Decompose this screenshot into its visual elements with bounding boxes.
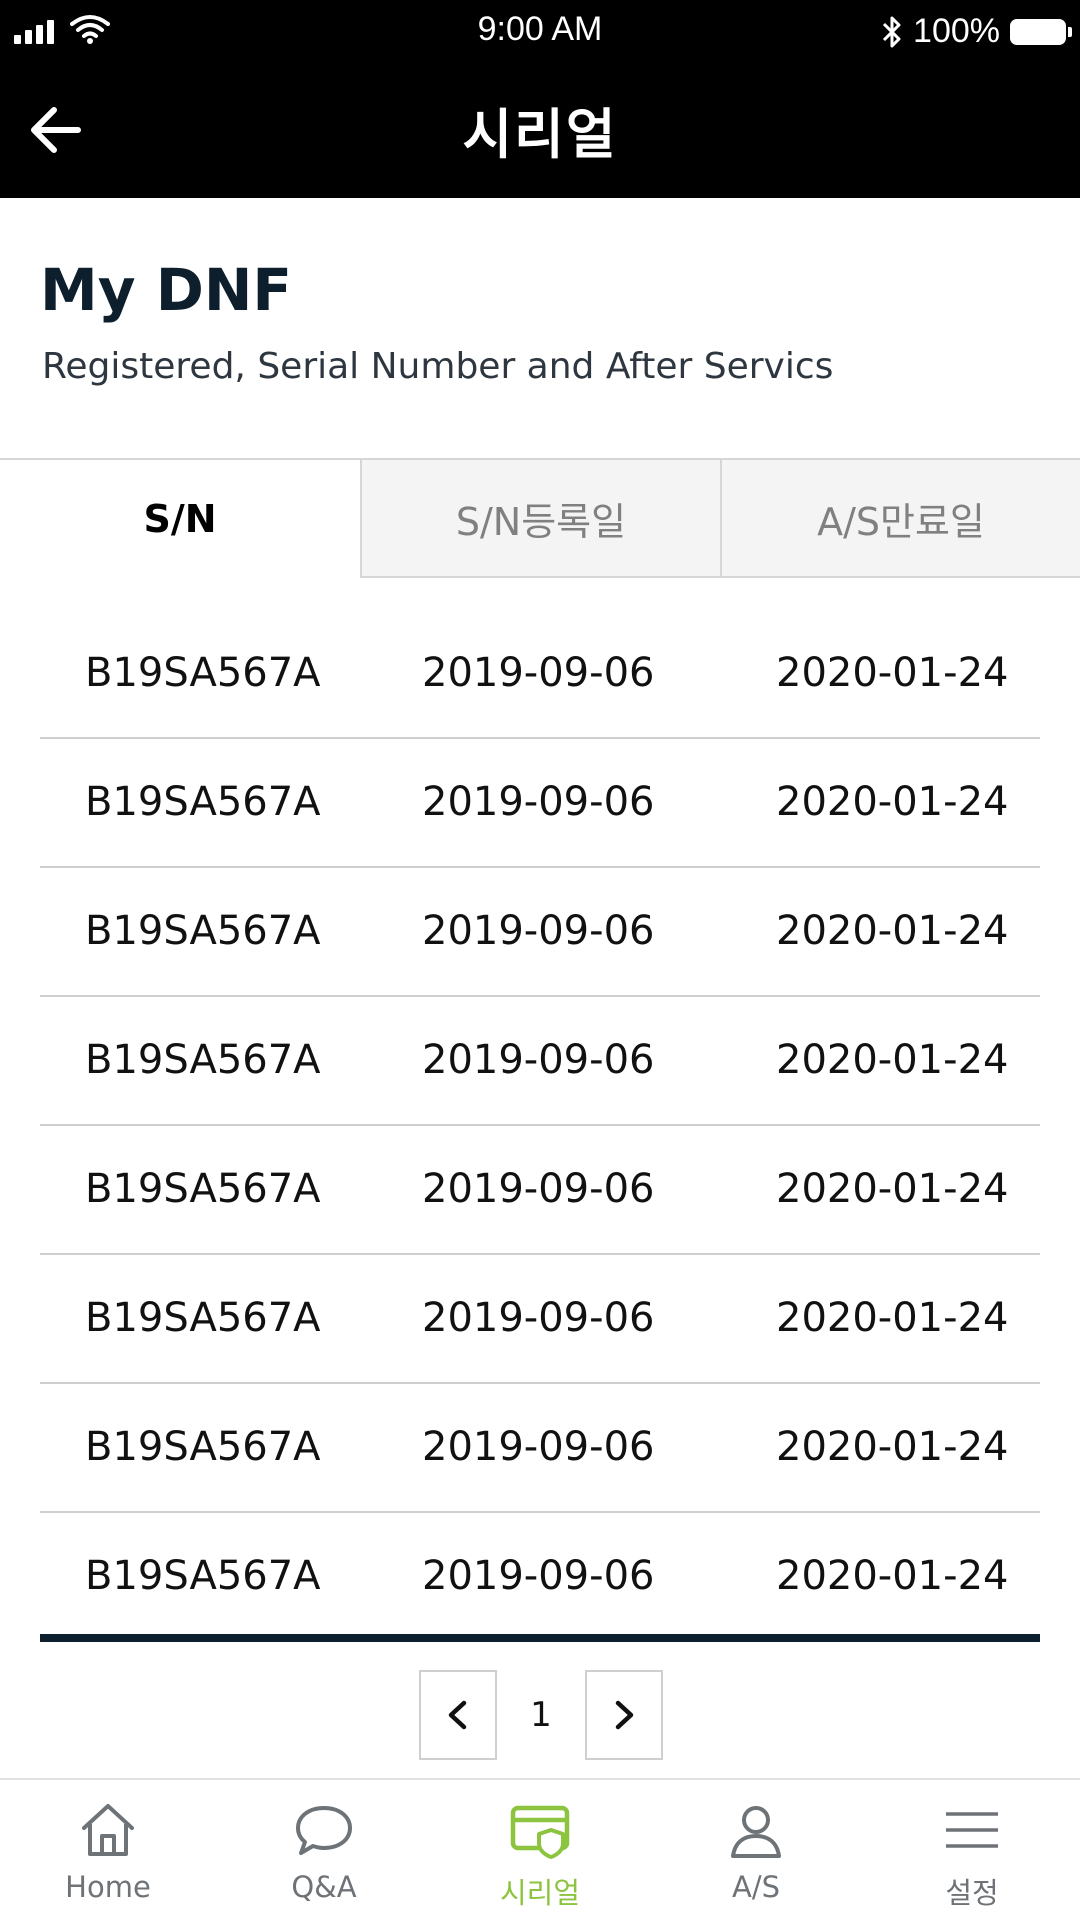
nav-label: Q&A — [291, 1870, 357, 1904]
status-left — [14, 14, 110, 44]
serial-number: B19SA567A — [85, 650, 321, 696]
current-page-number[interactable]: 1 — [530, 1695, 552, 1735]
serial-card-icon — [510, 1805, 570, 1859]
tab-as-expiry-date[interactable]: A/S만료일 — [720, 460, 1080, 578]
nav-item-home[interactable]: Home — [0, 1780, 216, 1920]
expiry-date: 2020-01-24 — [776, 1037, 1009, 1083]
bluetooth-icon — [882, 16, 901, 47]
tab-serial-number[interactable]: S/N — [0, 460, 360, 578]
expiry-date: 2020-01-24 — [776, 779, 1009, 825]
registered-date: 2019-09-06 — [422, 1553, 655, 1599]
nav-item-serial[interactable]: 시리얼 — [432, 1780, 648, 1920]
serial-table: B19SA567A 2019-09-06 2020-01-24 B19SA567… — [40, 610, 1040, 1642]
table-row[interactable]: B19SA567A 2019-09-06 2020-01-24 — [40, 1513, 1040, 1642]
table-row[interactable]: B19SA567A 2019-09-06 2020-01-24 — [40, 1126, 1040, 1255]
previous-page-button[interactable] — [419, 1670, 497, 1760]
nav-item-settings[interactable]: 설정 — [864, 1780, 1080, 1920]
expiry-date: 2020-01-24 — [776, 1295, 1009, 1341]
battery-percent: 100% — [913, 12, 1000, 50]
serial-number: B19SA567A — [85, 1553, 321, 1599]
nav-label: A/S — [731, 1870, 781, 1904]
status-bar: 9:00 AM 100% — [0, 0, 1080, 60]
app-header: 시리얼 — [0, 60, 1080, 198]
battery-icon — [1010, 18, 1072, 45]
cellular-signal-icon — [14, 18, 54, 44]
registered-date: 2019-09-06 — [422, 1037, 655, 1083]
serial-number: B19SA567A — [85, 1037, 321, 1083]
table-row[interactable]: B19SA567A 2019-09-06 2020-01-24 — [40, 1384, 1040, 1513]
serial-number: B19SA567A — [85, 1166, 321, 1212]
nav-item-as[interactable]: A/S — [648, 1780, 864, 1920]
chevron-left-icon — [448, 1700, 467, 1730]
back-button[interactable] — [26, 100, 86, 160]
registered-date: 2019-09-06 — [422, 908, 655, 954]
table-row[interactable]: B19SA567A 2019-09-06 2020-01-24 — [40, 739, 1040, 868]
nav-label: 설정 — [945, 1876, 999, 1910]
nav-label: 시리얼 — [499, 1876, 581, 1910]
registered-date: 2019-09-06 — [422, 1295, 655, 1341]
serial-number: B19SA567A — [85, 1295, 321, 1341]
registered-date: 2019-09-06 — [422, 1166, 655, 1212]
serial-number: B19SA567A — [85, 908, 321, 954]
expiry-date: 2020-01-24 — [776, 1166, 1009, 1212]
next-page-button[interactable] — [585, 1670, 663, 1760]
menu-icon — [946, 1812, 998, 1848]
expiry-date: 2020-01-24 — [776, 650, 1009, 696]
bottom-navigation: Home Q&A 시리얼 A/S — [0, 1778, 1080, 1920]
section-title: My DNF — [40, 256, 293, 324]
nav-label: Home — [65, 1870, 151, 1904]
status-time: 9:00 AM — [477, 10, 603, 48]
expiry-date: 2020-01-24 — [776, 1553, 1009, 1599]
chat-bubble-icon — [296, 1806, 352, 1855]
section-subtitle: Registered, Serial Number and After Serv… — [42, 346, 834, 387]
column-tabs: S/N S/N등록일 A/S만료일 — [0, 458, 1080, 578]
chevron-right-icon — [615, 1700, 634, 1730]
wifi-icon — [70, 15, 110, 44]
registered-date: 2019-09-06 — [422, 1424, 655, 1470]
tab-registered-date[interactable]: S/N등록일 — [360, 460, 720, 578]
table-row[interactable]: B19SA567A 2019-09-06 2020-01-24 — [40, 997, 1040, 1126]
serial-number: B19SA567A — [85, 1424, 321, 1470]
table-row[interactable]: B19SA567A 2019-09-06 2020-01-24 — [40, 610, 1040, 739]
status-right: 100% — [881, 12, 1072, 51]
table-end-divider — [40, 1634, 1040, 1642]
nav-item-qna[interactable]: Q&A — [216, 1780, 432, 1920]
expiry-date: 2020-01-24 — [776, 1424, 1009, 1470]
expiry-date: 2020-01-24 — [776, 908, 1009, 954]
page-title: 시리얼 — [462, 103, 618, 166]
serial-number: B19SA567A — [85, 779, 321, 825]
home-icon — [82, 1804, 134, 1856]
registered-date: 2019-09-06 — [422, 650, 655, 696]
user-icon — [731, 1806, 781, 1858]
pagination: 1 — [419, 1670, 663, 1760]
table-row[interactable]: B19SA567A 2019-09-06 2020-01-24 — [40, 1255, 1040, 1384]
registered-date: 2019-09-06 — [422, 779, 655, 825]
arrow-left-icon — [31, 107, 81, 153]
table-row[interactable]: B19SA567A 2019-09-06 2020-01-24 — [40, 868, 1040, 997]
